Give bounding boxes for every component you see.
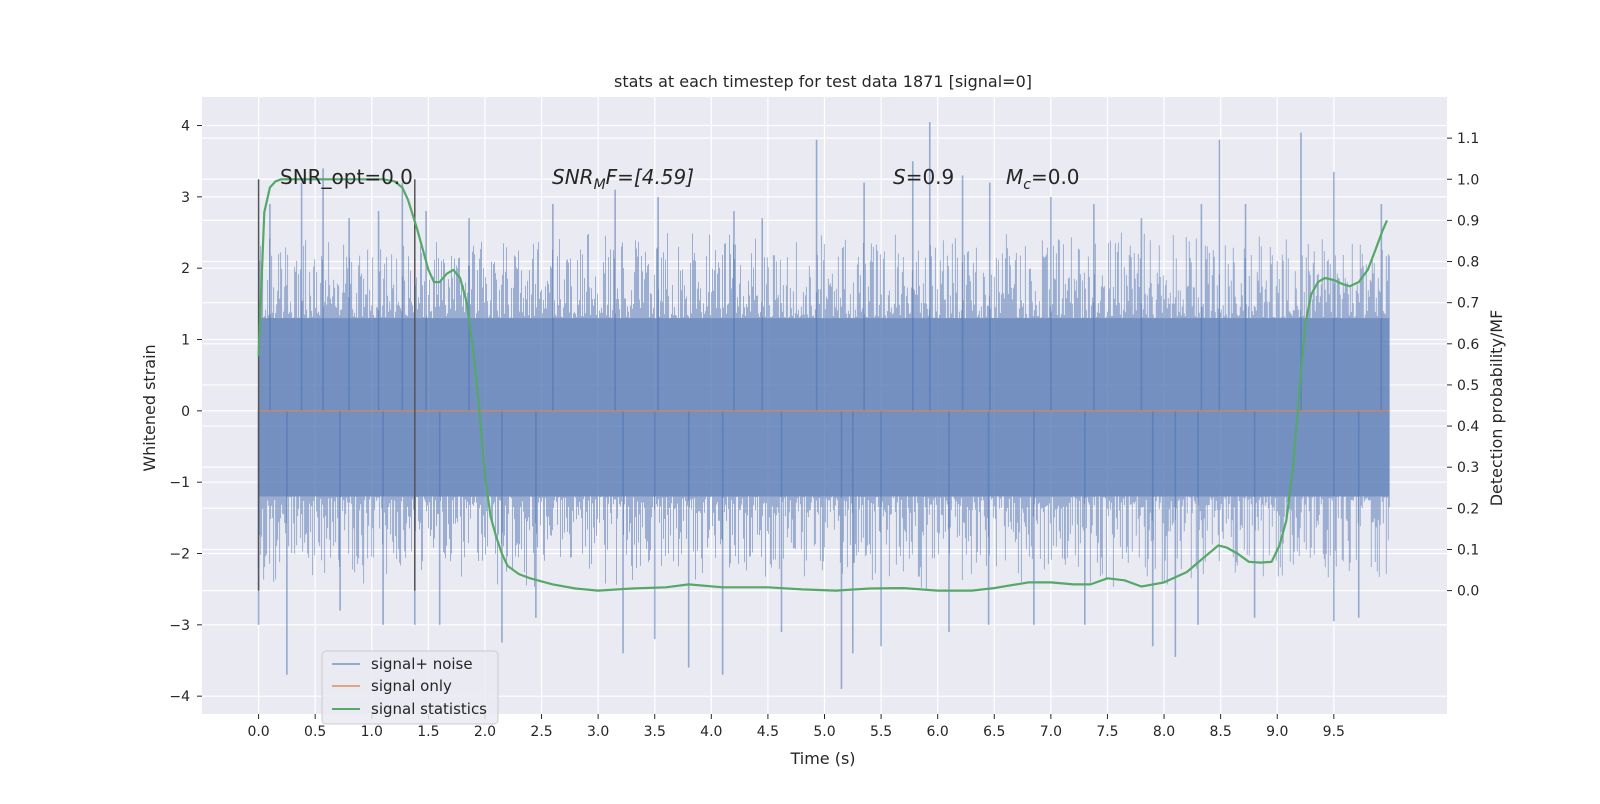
x-tick-label: 8.0 xyxy=(1153,724,1175,740)
y-tick-label: −4 xyxy=(169,689,190,705)
x-tick-label: 1.0 xyxy=(361,724,383,740)
legend-label-signal-noise: signal+ noise xyxy=(371,655,473,673)
legend-label-signal-only: signal only xyxy=(371,677,452,695)
x-tick-label: 3.5 xyxy=(644,724,666,740)
chart-title: stats at each timestep for test data 187… xyxy=(614,72,1032,91)
y2-tick-label: 0.2 xyxy=(1457,501,1479,517)
annotation-snr-mf-rest: F=[4.59] xyxy=(606,165,694,189)
y2-axis-label: Detection probability/MF xyxy=(1487,310,1506,507)
y-tick-label: 0 xyxy=(181,404,190,420)
x-tick-label: 5.5 xyxy=(870,724,892,740)
x-tick-label: 2.0 xyxy=(474,724,496,740)
annotation-snr-mf-label: SNR xyxy=(552,165,594,189)
annotation-mc-value: =0.0 xyxy=(1031,165,1080,189)
annotation-s: S=0.9 xyxy=(893,165,954,189)
x-tick-label: 9.0 xyxy=(1266,724,1288,740)
y-tick-label: 3 xyxy=(181,190,190,206)
y-tick-label: 1 xyxy=(181,333,190,349)
annotation-snr-mf: SNRMF=[4.59] xyxy=(552,165,694,193)
x-tick-label: 6.0 xyxy=(927,724,949,740)
annotation-s-label: S xyxy=(893,165,906,189)
series-signal-noise xyxy=(257,121,1390,690)
y-axis-label: Whitened strain xyxy=(140,344,159,471)
x-tick-label: 5.0 xyxy=(813,724,835,740)
y2-tick-label: 0.1 xyxy=(1457,542,1479,558)
y2-tick-label: 0.0 xyxy=(1457,584,1479,600)
x-tick-label: 4.5 xyxy=(757,724,779,740)
annotation-mc-sub: c xyxy=(1023,177,1031,193)
annotation-s-value: =0.9 xyxy=(906,165,955,189)
legend-label-signal-statistics: signal statistics xyxy=(371,700,487,718)
x-tick-label: 8.5 xyxy=(1210,724,1232,740)
x-tick-label: 4.0 xyxy=(700,724,722,740)
x-tick-label: 0.5 xyxy=(304,724,326,740)
y2-tick-label: 0.7 xyxy=(1457,296,1479,312)
y-tick-label: 4 xyxy=(181,119,190,135)
y-tick-label: −1 xyxy=(169,475,190,491)
annotation-mc: Mc=0.0 xyxy=(1006,165,1080,193)
series-signal-statistics xyxy=(257,178,1389,592)
y2-tick-label: 0.4 xyxy=(1457,419,1479,435)
x-tick-label: 1.5 xyxy=(417,724,439,740)
annotation-snr-mf-sub: M xyxy=(594,177,606,193)
y2-tick-label: 0.5 xyxy=(1457,378,1479,394)
annotation-mc-label: M xyxy=(1006,165,1023,189)
x-tick-label: 3.0 xyxy=(587,724,609,740)
legend: signal+ noise signal only signal statist… xyxy=(321,650,499,725)
x-tick-label: 7.5 xyxy=(1096,724,1118,740)
y-tick-label: −2 xyxy=(169,547,190,563)
y2-tick-label: 0.3 xyxy=(1457,460,1479,476)
y-tick-label: −3 xyxy=(169,618,190,634)
y2-tick-label: 1.0 xyxy=(1457,172,1479,188)
y2-tick-label: 1.1 xyxy=(1457,131,1479,147)
y2-tick-label: 0.8 xyxy=(1457,255,1479,271)
x-tick-label: 0.0 xyxy=(247,724,269,740)
x-axis-label: Time (s) xyxy=(789,749,855,768)
legend-box xyxy=(321,650,499,725)
x-tick-label: 2.5 xyxy=(530,724,552,740)
annotation-snr-opt: SNR_opt=0.0 xyxy=(280,165,413,189)
y-tick-label: 2 xyxy=(181,261,190,277)
y2-tick-label: 0.6 xyxy=(1457,337,1479,353)
statistics-line xyxy=(257,178,1389,592)
x-tick-label: 7.0 xyxy=(1040,724,1062,740)
axes: 0.0 0.5 1.0 1.5 2.0 2.5 3.0 3.5 4.0 4.5 5.0 5.5 6.0 6… xyxy=(169,119,1479,740)
y2-tick-label: 0.9 xyxy=(1457,213,1479,229)
marker-lines xyxy=(257,179,416,591)
x-tick-label: 6.5 xyxy=(983,724,1005,740)
x-tick-label: 9.5 xyxy=(1323,724,1345,740)
